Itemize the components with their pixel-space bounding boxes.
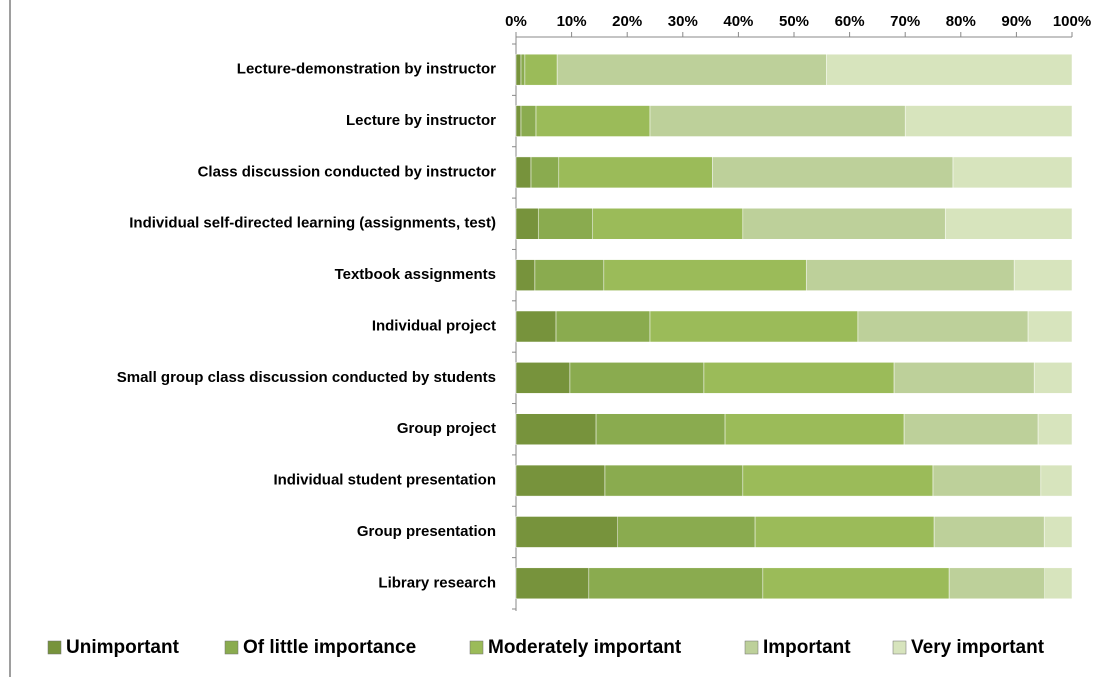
category-label: Individual project	[372, 317, 496, 334]
bar-segment	[604, 464, 744, 497]
category-label: Small group class discussion conducted b…	[117, 369, 496, 386]
x-tick-label: 10%	[557, 13, 587, 30]
x-tick-label: 50%	[779, 13, 809, 30]
bar-segment	[1044, 567, 1073, 600]
bar-segment	[515, 259, 536, 291]
bar-segment	[724, 413, 905, 445]
bar-segment	[1027, 310, 1073, 343]
legend-swatch	[892, 640, 907, 655]
bar-segment	[805, 259, 1015, 291]
bar-segment	[1037, 413, 1073, 445]
bar-segment	[825, 53, 1073, 86]
bar-segment	[762, 567, 950, 600]
bar-segment	[893, 362, 1035, 394]
bar-segment	[712, 156, 954, 189]
x-tick-label: 80%	[946, 13, 976, 30]
x-tick-label: 0%	[505, 13, 527, 30]
bar-segment	[515, 516, 618, 548]
category-label: Individual self-directed learning (assig…	[129, 215, 496, 232]
x-tick-label: 20%	[612, 13, 642, 30]
bar-segment	[515, 156, 532, 189]
bar-segment	[515, 310, 557, 343]
legend-swatch	[47, 640, 62, 655]
bar-segment	[515, 208, 539, 240]
bar-segment	[515, 53, 522, 86]
bar-segment	[754, 516, 935, 548]
x-tick-label: 40%	[723, 13, 753, 30]
bar-segment	[537, 208, 593, 240]
bar-segment	[515, 567, 590, 600]
legend-swatch	[224, 640, 239, 655]
legend-label: Unimportant	[66, 637, 180, 658]
bar-segment	[857, 310, 1029, 343]
bar-segment	[1043, 516, 1073, 548]
bar-segment	[515, 413, 597, 445]
bar-segment	[617, 516, 756, 548]
legend-label: Very important	[911, 637, 1045, 658]
category-label: Lecture by instructor	[346, 112, 496, 129]
category-label: Lecture-demonstration by instructor	[237, 61, 496, 78]
x-tick-label: 90%	[1001, 13, 1031, 30]
category-label: Library research	[378, 574, 496, 591]
x-tick-label: 70%	[890, 13, 920, 30]
category-label: Textbook assignments	[335, 266, 496, 283]
bar-segment	[534, 259, 605, 291]
bar-segment	[520, 105, 537, 137]
bar-segment	[535, 105, 651, 137]
bar-segment	[649, 310, 859, 343]
bar-segment	[588, 567, 764, 600]
bar-segment	[932, 464, 1042, 497]
bar-segment	[933, 516, 1045, 548]
bar-segment	[558, 156, 713, 189]
legend-label: Moderately important	[488, 637, 682, 658]
category-label: Individual student presentation	[273, 472, 496, 489]
legend-swatch	[469, 640, 484, 655]
bar-segment	[520, 53, 526, 86]
bar-segment	[592, 208, 744, 240]
category-label: Group presentation	[357, 523, 496, 540]
bar-segment	[1040, 464, 1073, 497]
bar-segment	[515, 464, 606, 497]
bar-segment	[952, 156, 1073, 189]
bar-segment	[515, 105, 522, 137]
category-label: Class discussion conducted by instructor	[198, 163, 497, 180]
x-tick-label: 60%	[835, 13, 865, 30]
bar-segment	[742, 208, 946, 240]
x-tick-label: 30%	[668, 13, 698, 30]
bar-segment	[703, 362, 895, 394]
bar-segment	[569, 362, 705, 394]
x-tick-label: 100%	[1053, 13, 1091, 30]
bar-segment	[742, 464, 934, 497]
bar-segment	[515, 362, 571, 394]
bar-segment	[944, 208, 1073, 240]
bar-segment	[556, 53, 827, 86]
bar-segment	[555, 310, 651, 343]
bar-segment	[524, 53, 558, 86]
bar-segment	[530, 156, 560, 189]
bar-segment	[649, 105, 906, 137]
bar-segment	[595, 413, 726, 445]
bar-segment	[1033, 362, 1073, 394]
category-label: Group project	[397, 420, 496, 437]
legend-swatch	[744, 640, 759, 655]
bar-segment	[904, 105, 1073, 137]
legend-label: Of little importance	[243, 637, 416, 658]
bar-segment	[948, 567, 1046, 600]
bar-segment	[1013, 259, 1073, 291]
bar-segment	[603, 259, 807, 291]
legend-label: Important	[763, 637, 851, 658]
bar-segment	[903, 413, 1039, 445]
